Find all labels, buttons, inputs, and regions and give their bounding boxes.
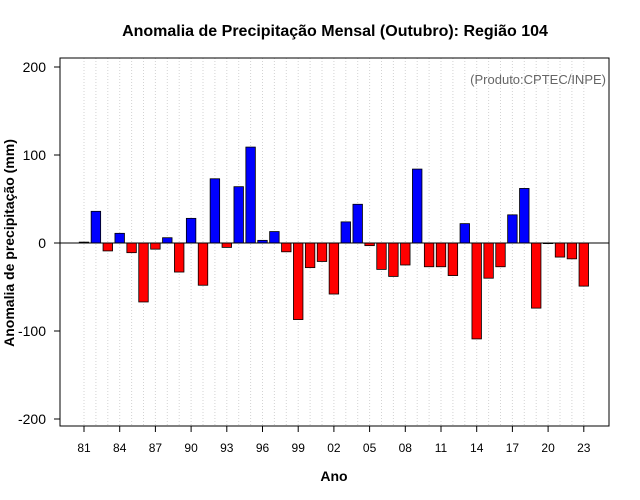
bar-1990	[185, 217, 197, 244]
bar-2010	[423, 242, 435, 268]
bar-2000	[304, 242, 316, 269]
bar-1984	[114, 232, 125, 244]
x-tick-label: 87	[149, 441, 163, 455]
plot-frame	[59, 57, 610, 427]
credit-note: (Produto:CPTEC/INPE)	[470, 72, 606, 87]
bar-1988	[162, 237, 173, 244]
vertical-grid	[83, 58, 585, 426]
y-axis: -200 -100 0 100 200	[18, 59, 60, 427]
bar-1991	[197, 242, 209, 286]
bar-2004	[352, 203, 363, 244]
y-tick-label: -200	[18, 411, 46, 427]
x-tick-label: 96	[256, 441, 270, 455]
bar-1986	[138, 242, 149, 303]
bar-2008	[400, 242, 411, 266]
bar-2001	[316, 242, 328, 262]
bar-1987	[150, 242, 161, 250]
bar-1993	[221, 242, 232, 248]
bar-2002	[328, 242, 340, 295]
bar-1999	[293, 242, 304, 320]
bar-2011	[435, 242, 447, 268]
x-tick-label: 90	[184, 441, 198, 455]
y-tick-label: 0	[38, 235, 46, 251]
x-tick-label: 84	[113, 441, 127, 455]
x-tick-label: 81	[77, 441, 91, 455]
x-axis-label: Ano	[320, 468, 347, 484]
bar-1994	[233, 186, 244, 244]
bar-2015	[483, 242, 494, 279]
bar-2016	[495, 242, 506, 268]
x-tick-label: 11	[435, 441, 448, 455]
x-tick-label: 20	[541, 441, 555, 455]
bar-1985	[126, 242, 137, 254]
x-tick-label: 14	[470, 441, 484, 455]
bar-2003	[340, 221, 351, 244]
x-tick-label: 17	[506, 441, 520, 455]
bar-2018	[519, 188, 530, 244]
y-tick-label: -100	[18, 323, 46, 339]
x-tick-label: 02	[327, 441, 341, 455]
y-axis-label: Anomalia de precipitação (mm)	[1, 139, 17, 347]
bar-2006	[376, 242, 387, 270]
x-tick-label: 08	[399, 441, 413, 455]
bar-2013	[459, 223, 470, 244]
x-tick-label: 23	[577, 441, 591, 455]
x-tick-label: 93	[220, 441, 234, 455]
y-tick-label: 200	[23, 59, 47, 75]
y-tick-label: 100	[23, 147, 47, 163]
bar-2012	[447, 242, 459, 276]
bar-1983	[102, 242, 113, 252]
x-axis: 81 84 87 90 93 96 99 02 05 08 11 14 17 20 23	[77, 426, 591, 455]
bar-2021	[554, 242, 566, 258]
bar-2009	[412, 168, 423, 244]
bars	[78, 146, 589, 340]
bar-1992	[209, 178, 221, 244]
bar-1998	[281, 242, 292, 253]
bar-1982	[90, 210, 102, 244]
bar-2019	[531, 242, 542, 309]
x-tick-label: 99	[292, 441, 306, 455]
bar-1997	[269, 231, 280, 244]
bar-2023	[578, 242, 589, 287]
x-tick-label: 05	[363, 441, 377, 455]
bar-2014	[471, 242, 482, 340]
chart-title: Anomalia de Precipitação Mensal (Outubro…	[122, 23, 548, 40]
bar-1989	[174, 242, 185, 273]
bar-1995	[245, 146, 256, 244]
bar-2017	[507, 214, 518, 244]
bar-2022	[566, 242, 578, 260]
bar-2007	[388, 242, 399, 277]
